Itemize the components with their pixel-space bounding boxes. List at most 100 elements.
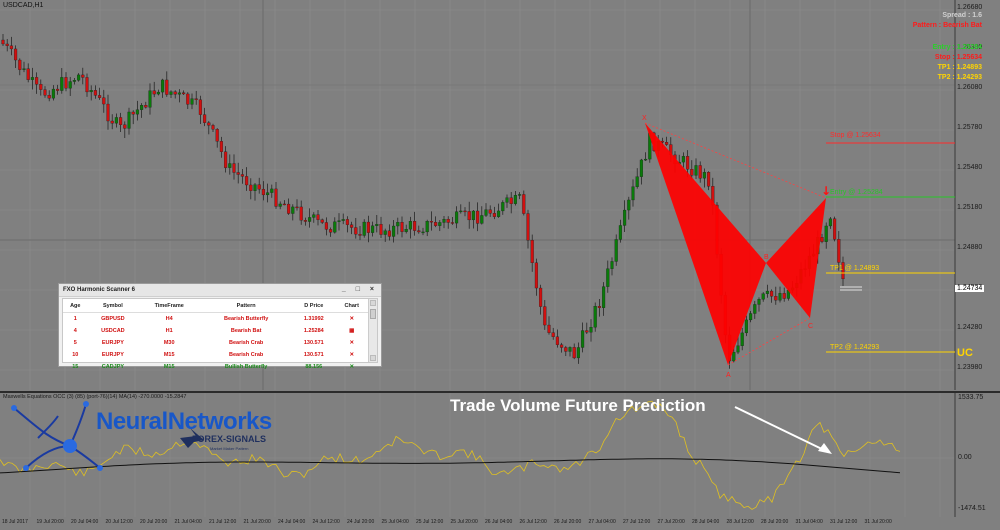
harmonic-scanner-window[interactable]: FXO Harmonic Scanner 6 _ □ × Age Symbol Ti… <box>58 283 382 370</box>
column-header[interactable]: Age <box>63 299 88 313</box>
candle-body <box>282 203 286 206</box>
info-entry: Entry : 1.25284 <box>932 44 982 51</box>
brand-subtitle: FOREX-SIGNALS <box>192 434 267 444</box>
candle-body <box>320 219 324 223</box>
candle-body <box>140 105 144 110</box>
candle-body <box>774 296 778 301</box>
candle-body <box>89 90 93 93</box>
candle-body <box>572 347 576 359</box>
candle-body <box>740 332 744 346</box>
table-cell-tf: H1 <box>165 328 173 334</box>
candle-body <box>534 262 538 289</box>
time-tick-label: 25 Jul 20:00 <box>450 519 478 525</box>
scroll-thumb[interactable] <box>370 309 376 319</box>
time-tick-label: 27 Jul 04:00 <box>588 519 616 525</box>
candle-body <box>539 287 543 307</box>
candle-body <box>694 165 698 176</box>
candle-body <box>417 230 421 233</box>
table-row[interactable]: 15 CADJPY M15 Bullish Butterfly 88.156 ✕ <box>63 361 368 373</box>
table-cell-tf: M15 <box>163 352 175 358</box>
table-cell-symbol: USDCAD <box>101 328 125 334</box>
candle-body <box>35 77 39 85</box>
scanner-titlebar[interactable]: FXO Harmonic Scanner 6 _ □ × <box>59 284 381 297</box>
candle-body <box>631 186 635 201</box>
candle-body <box>337 220 341 222</box>
oscillator-chart[interactable] <box>0 393 1000 519</box>
scroll-down-arrow[interactable] <box>370 355 376 361</box>
candle-body <box>47 95 51 99</box>
candle-body <box>106 103 110 122</box>
window-controls[interactable]: _ □ × <box>341 286 378 293</box>
scroll-up-arrow[interactable] <box>370 300 376 306</box>
candle-body <box>639 159 643 177</box>
candle-body <box>358 234 362 236</box>
candle-body <box>560 344 564 348</box>
table-cell-age: 15 <box>72 364 79 370</box>
candlestick-chart[interactable]: X A B C ↓ <box>0 0 1000 390</box>
table-header-row: Age Symbol TimeFrame Pattern D Price Chart <box>63 299 368 313</box>
time-tick-label: 27 Jul 20:00 <box>657 519 685 525</box>
symbol-label: USDCAD,H1 <box>3 2 44 9</box>
table-row[interactable]: 4 USDCAD H1 Bearish Bat 1.25284 ▦ <box>63 325 368 337</box>
candle-body <box>702 172 706 179</box>
time-tick-label: 26 Jul 20:00 <box>554 519 582 525</box>
chart-open-icon[interactable]: ✕ <box>349 340 355 346</box>
candle-body <box>366 221 370 233</box>
candle-body <box>224 151 228 168</box>
table-row[interactable]: 1 GBPUSD H4 Bearish Butterfly 1.31992 ✕ <box>63 313 368 326</box>
candle-body <box>770 290 774 297</box>
candle-body <box>396 222 400 227</box>
candle-body <box>698 165 702 179</box>
column-header[interactable]: D Price <box>292 299 336 313</box>
prediction-arrowhead-icon <box>818 443 832 454</box>
candle-body <box>753 304 757 314</box>
candle-body <box>114 117 118 124</box>
pattern-xd-line <box>644 122 827 199</box>
candle-body <box>820 237 824 242</box>
candle-body <box>824 225 828 242</box>
candle-body <box>110 120 114 124</box>
time-tick-label: 28 Jul 04:00 <box>692 519 720 525</box>
candle-body <box>551 332 555 337</box>
candle-body <box>610 261 614 269</box>
chart-open-icon[interactable]: ▦ <box>349 328 355 334</box>
candle-body <box>522 194 526 214</box>
candle-body <box>350 224 354 228</box>
table-row[interactable]: 5 EURJPY M30 Bearish Crab 130.571 ✕ <box>63 337 368 349</box>
headline-text: Trade Volume Future Prediction <box>450 396 706 415</box>
candle-body <box>749 313 753 321</box>
candle-body <box>207 122 211 126</box>
info-tp1: TP1 : 1.24893 <box>937 64 982 71</box>
current-price-tag: 1.24734 <box>955 285 985 292</box>
chart-open-icon[interactable]: ✕ <box>349 352 355 358</box>
column-header[interactable]: Chart <box>335 299 368 313</box>
candle-body <box>379 224 383 235</box>
info-stop: Stop : 1.25634 <box>934 54 982 61</box>
info-tp2: TP2 : 1.24293 <box>937 74 982 81</box>
candle-body <box>446 218 450 223</box>
candle-body <box>173 91 177 95</box>
price-tick-label: 1.26380 <box>957 44 983 51</box>
candle-body <box>261 188 265 196</box>
scanner-scrollbar[interactable] <box>368 299 377 362</box>
sell-arrow-icon: ↓ <box>821 184 831 198</box>
candle-body <box>404 228 408 232</box>
candle-body <box>236 172 240 175</box>
oscillator-pane[interactable]: Maxwells Equations OCC (3) (85) (port-76… <box>0 391 1000 519</box>
price-chart[interactable]: X A B C ↓ USDCAD,H1 1.26680 1.26380 1.26080 1.2… <box>0 0 1000 390</box>
chart-open-icon[interactable]: ✕ <box>349 364 355 370</box>
chart-open-icon[interactable]: ✕ <box>349 316 355 322</box>
column-header[interactable]: Symbol <box>87 299 139 313</box>
candle-body <box>333 221 337 233</box>
candle-body <box>690 169 694 176</box>
column-header[interactable]: Pattern <box>200 299 293 313</box>
table-row[interactable]: 10 EURJPY M15 Bearish Crab 130.571 ✕ <box>63 349 368 361</box>
column-header[interactable]: TimeFrame <box>138 299 201 313</box>
candle-body <box>354 227 358 235</box>
candle-body <box>614 239 618 262</box>
scanner-table: Age Symbol TimeFrame Pattern D Price Chart 1 G… <box>63 299 368 373</box>
candle-body <box>232 163 236 173</box>
candle-body <box>274 188 278 207</box>
time-tick-label: 26 Jul 12:00 <box>519 519 547 525</box>
candle-body <box>81 74 85 78</box>
